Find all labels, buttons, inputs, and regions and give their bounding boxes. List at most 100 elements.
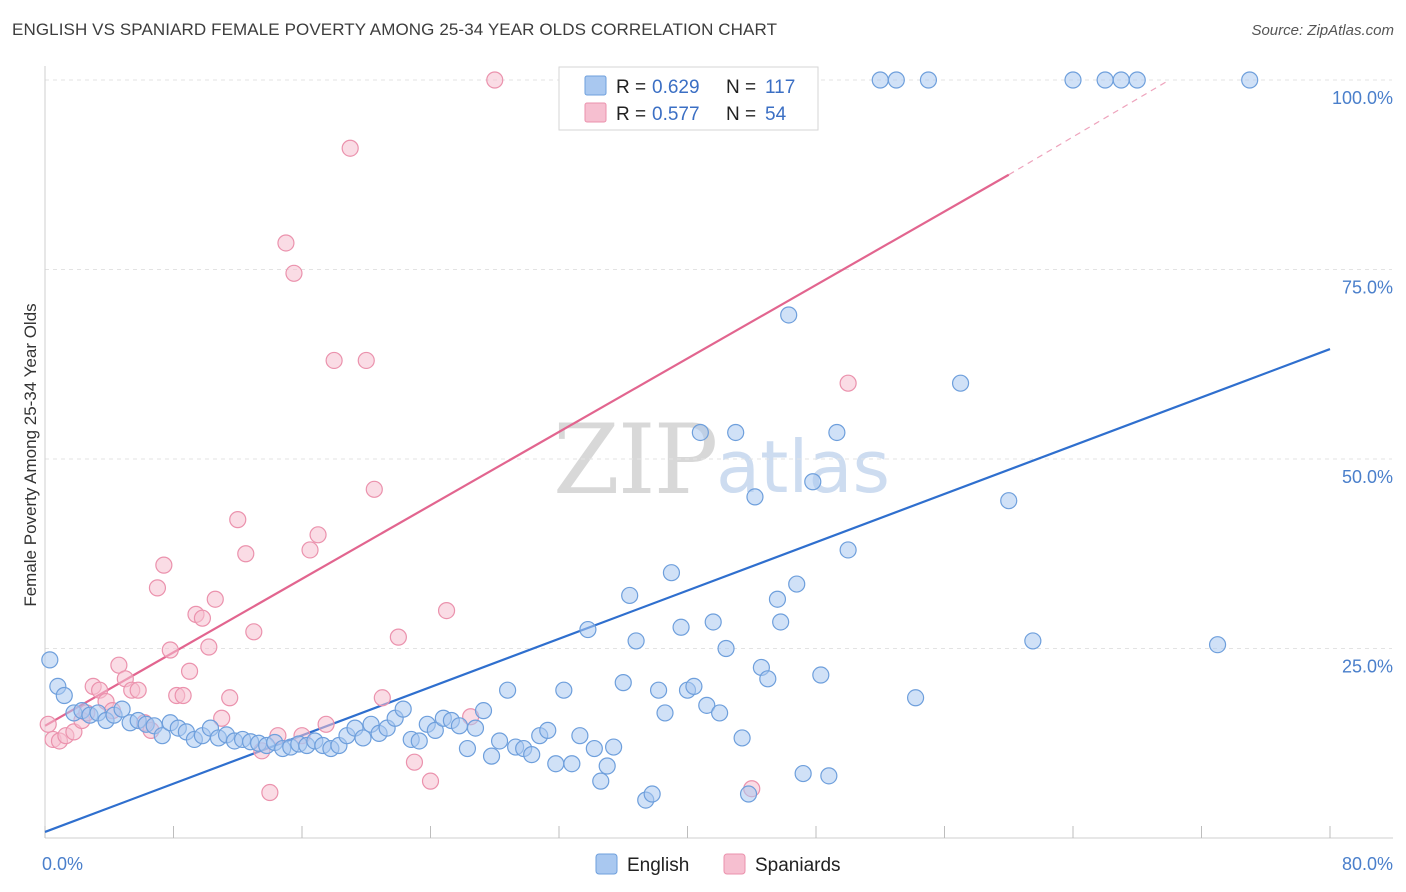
axes bbox=[44, 66, 1393, 839]
spaniards-point-24 bbox=[193, 609, 212, 627]
english-point-73 bbox=[621, 586, 639, 605]
english-point-83 bbox=[691, 423, 709, 442]
english-point-116 bbox=[1241, 71, 1259, 89]
english-point-102 bbox=[828, 423, 846, 442]
english-point-2 bbox=[55, 686, 73, 705]
grid-lines bbox=[45, 79, 1392, 649]
spaniards-point-46 bbox=[389, 628, 407, 646]
english-point-0 bbox=[41, 651, 59, 669]
english-point-69 bbox=[592, 772, 610, 790]
english-point-89 bbox=[733, 729, 751, 747]
english-point-62 bbox=[539, 721, 557, 739]
spaniards-point-0 bbox=[39, 715, 57, 733]
spaniards-point-38 bbox=[301, 541, 319, 559]
english-point-105 bbox=[887, 71, 905, 89]
english-point-113 bbox=[1112, 71, 1130, 89]
spaniards-point-25 bbox=[200, 638, 218, 656]
spaniards-point-45 bbox=[373, 689, 391, 707]
english-point-93 bbox=[759, 670, 777, 688]
english-point-115 bbox=[1208, 636, 1227, 654]
english-point-55 bbox=[482, 747, 501, 765]
y-tick-label-2: 75.0% bbox=[1342, 278, 1393, 298]
spaniards-point-29 bbox=[229, 511, 247, 529]
spaniards-point-41 bbox=[325, 351, 343, 370]
english-point-107 bbox=[906, 689, 925, 707]
spaniards-point-53 bbox=[839, 374, 857, 392]
spaniards-point-39 bbox=[309, 526, 327, 544]
english-point-77 bbox=[649, 681, 668, 699]
spaniards-point-26 bbox=[206, 590, 224, 608]
english-point-103 bbox=[839, 541, 857, 559]
spaniards-point-36 bbox=[285, 264, 303, 282]
spaniards-point-19 bbox=[161, 641, 179, 659]
english-point-76 bbox=[643, 785, 661, 803]
spaniards-point-42 bbox=[341, 139, 359, 157]
english-point-90 bbox=[739, 785, 758, 803]
spaniards-point-33 bbox=[261, 783, 279, 802]
english-point-44 bbox=[394, 700, 412, 718]
english-point-52 bbox=[458, 739, 477, 758]
english-point-53 bbox=[466, 719, 485, 737]
y-tick-label-0: 25.0% bbox=[1342, 657, 1393, 677]
english-point-88 bbox=[727, 423, 745, 442]
legend-spaniards-r-value: 0.577 bbox=[652, 104, 700, 125]
x-tick-labels: 0.0% 80.0% bbox=[42, 854, 1393, 874]
spaniards-point-51 bbox=[486, 71, 504, 89]
legend-english-n-label: N = bbox=[726, 77, 756, 98]
y-tick-labels: 25.0% 50.0% 75.0% 100.0% bbox=[1332, 88, 1393, 677]
english-point-85 bbox=[704, 613, 722, 631]
english-point-109 bbox=[1000, 492, 1018, 510]
spaniards-point-14 bbox=[129, 681, 147, 699]
english-point-98 bbox=[794, 764, 812, 783]
legend-box: R = 0.629 N = 117 R = 0.577 N = 54 bbox=[558, 66, 819, 131]
legend-spaniards-n-label: N = bbox=[726, 104, 756, 125]
english-point-66 bbox=[571, 727, 589, 745]
english-point-54 bbox=[474, 702, 493, 720]
english-point-14 bbox=[153, 727, 171, 745]
english-point-100 bbox=[812, 666, 830, 684]
spaniards-point-31 bbox=[245, 623, 263, 641]
bottom-legend: English Spaniards bbox=[595, 853, 841, 876]
english-point-79 bbox=[662, 564, 681, 582]
legend-spaniards-r-label: R = bbox=[616, 104, 646, 125]
spaniards-point-49 bbox=[437, 601, 456, 620]
legend-english-r-label: R = bbox=[616, 77, 646, 98]
english-point-111 bbox=[1064, 71, 1082, 89]
english-point-51 bbox=[450, 717, 469, 735]
spaniards-point-47 bbox=[405, 753, 424, 771]
english-point-56 bbox=[490, 732, 509, 750]
english-point-48 bbox=[426, 721, 444, 739]
english-point-106 bbox=[919, 71, 938, 89]
spaniards-point-30 bbox=[237, 545, 255, 563]
spaniards-trend-line bbox=[44, 173, 1010, 727]
x-tick-label-0: 0.0% bbox=[42, 854, 83, 874]
english-point-70 bbox=[598, 757, 616, 775]
english-point-95 bbox=[772, 613, 790, 631]
english-point-96 bbox=[780, 306, 798, 324]
spaniards-point-44 bbox=[365, 480, 383, 498]
english-point-39 bbox=[354, 729, 372, 747]
spaniards-point-35 bbox=[277, 234, 295, 252]
english-point-57 bbox=[499, 681, 517, 699]
english-point-63 bbox=[547, 755, 565, 773]
spaniards-point-17 bbox=[148, 579, 167, 597]
spaniards-point-18 bbox=[155, 556, 173, 574]
legend-spaniards-swatch bbox=[584, 102, 607, 123]
legend-spaniards-n-value: 54 bbox=[765, 104, 787, 125]
watermark-zip: ZIP bbox=[553, 404, 716, 516]
english-point-74 bbox=[627, 632, 645, 650]
spaniards-point-28 bbox=[221, 689, 239, 707]
legend-english-r-value: 0.629 bbox=[652, 77, 700, 98]
spaniards-trend-line-extension bbox=[1008, 79, 1170, 176]
spaniards-point-21 bbox=[174, 686, 192, 705]
bottom-legend-spaniards-swatch bbox=[723, 853, 746, 875]
bottom-legend-english-label: English bbox=[627, 855, 689, 876]
english-point-68 bbox=[585, 739, 603, 758]
english-point-67 bbox=[579, 620, 597, 639]
english-point-94 bbox=[768, 590, 787, 608]
english-point-78 bbox=[656, 704, 674, 722]
english-point-99 bbox=[804, 473, 822, 491]
y-axis-label: Female Poverty Among 25-34 Year Olds bbox=[21, 303, 40, 606]
chart-title: ENGLISH VS SPANIARD FEMALE POVERTY AMONG… bbox=[12, 20, 778, 39]
english-point-101 bbox=[820, 767, 838, 785]
